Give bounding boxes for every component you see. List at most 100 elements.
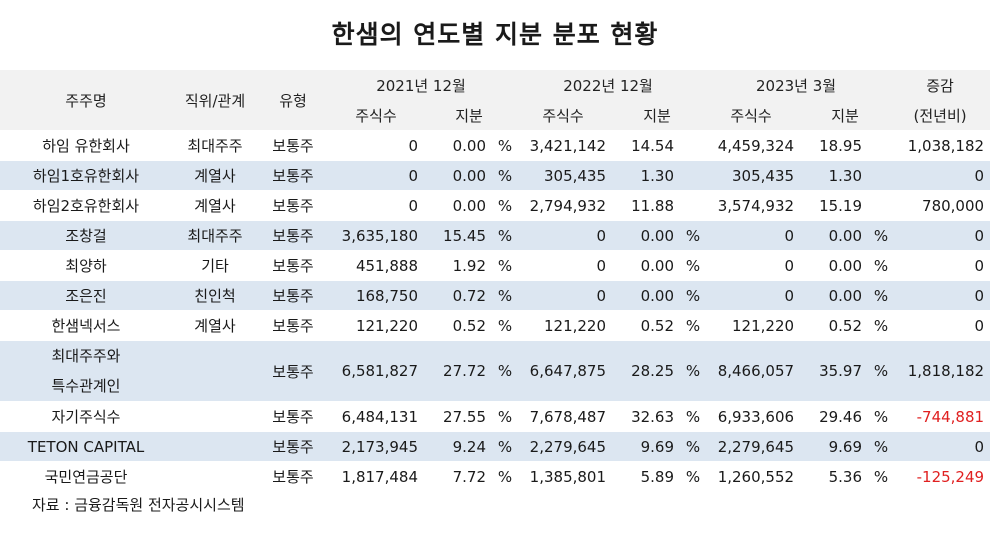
cell-change: 1,818,182 <box>890 340 990 402</box>
cell-shares-2022: 0 <box>514 250 613 281</box>
cell-shareholder: 최대주주와 특수관계인 <box>0 340 172 402</box>
cell-change: 0 <box>890 220 990 251</box>
cell-shares-2021: 0 <box>328 190 424 221</box>
cell-shares-2021: 0 <box>328 160 424 191</box>
cell-unit-2023: % <box>868 220 891 251</box>
cell-stake-2023: 0.00 <box>800 280 869 311</box>
cell-unit-2023: % <box>868 340 891 402</box>
cell-change: 0 <box>890 431 990 462</box>
header-year-2023: 2023년 3월 <box>702 70 891 100</box>
cell-type: 보통주 <box>258 130 328 161</box>
cell-relation: 계열사 <box>172 160 258 191</box>
table-row: 최양하 기타 보통주 451,888 1.92% 0 0.00% 0 0.00% 0 <box>0 250 990 281</box>
cell-stake-2022: 0.00 <box>612 250 681 281</box>
header-relation: 직위/관계 <box>172 70 258 131</box>
header-stake-2021: 지분 <box>424 100 515 131</box>
cell-unit-2021: % <box>492 340 515 402</box>
cell-shareholder: 자기주식수 <box>0 401 172 432</box>
cell-stake-2021: 0.72 <box>424 280 492 311</box>
table-row: 하임1호유한회사 계열사 보통주 0 0.00% 305,435 1.30 305,435 1.… <box>0 160 990 191</box>
cell-unit-2021: % <box>492 310 515 341</box>
header-shares-2023: 주식수 <box>702 100 801 131</box>
cell-stake-2022: 0.00 <box>612 220 681 251</box>
cell-shareholder: 하임 유한회사 <box>0 130 172 161</box>
cell-stake-2021: 0.00 <box>424 160 492 191</box>
cell-unit-2021: % <box>492 160 515 191</box>
cell-unit-2023: % <box>868 401 891 432</box>
cell-shares-2022: 0 <box>514 280 613 311</box>
cell-type: 보통주 <box>258 190 328 221</box>
cell-unit-2023 <box>868 160 891 191</box>
cell-stake-2022: 11.88 <box>612 190 681 221</box>
cell-stake-2021: 0.52 <box>424 310 492 341</box>
shareholding-table: 주주명 직위/관계 유형 2021년 12월 2022년 12월 2023년 3… <box>0 70 990 492</box>
table-row: 한샘넥서스 계열사 보통주 121,220 0.52% 121,220 0.52% 121,2… <box>0 310 990 341</box>
cell-shares-2023: 1,260,552 <box>702 461 801 492</box>
cell-shares-2021: 6,581,827 <box>328 340 424 402</box>
cell-relation <box>172 431 258 462</box>
cell-shares-2021: 2,173,945 <box>328 431 424 462</box>
cell-type: 보통주 <box>258 250 328 281</box>
cell-stake-2023: 1.30 <box>800 160 869 191</box>
cell-stake-2021: 27.72 <box>424 340 492 402</box>
cell-shares-2023: 8,466,057 <box>702 340 801 402</box>
cell-unit-2023: % <box>868 310 891 341</box>
cell-unit-2021: % <box>492 431 515 462</box>
shareholder-name-line1: 최대주주와 <box>51 347 121 365</box>
cell-shares-2021: 0 <box>328 130 424 161</box>
cell-stake-2023: 35.97 <box>800 340 869 402</box>
table-row: 최대주주와 특수관계인 보통주 6,581,827 27.72% 6,647,875 28.… <box>0 340 990 402</box>
cell-relation <box>172 340 258 402</box>
cell-type: 보통주 <box>258 401 328 432</box>
cell-shares-2022: 121,220 <box>514 310 613 341</box>
cell-shares-2021: 451,888 <box>328 250 424 281</box>
cell-unit-2021: % <box>492 280 515 311</box>
cell-unit-2023: % <box>868 461 891 492</box>
cell-unit-2022: % <box>680 310 703 341</box>
cell-stake-2022: 1.30 <box>612 160 681 191</box>
cell-shareholder: 조은진 <box>0 280 172 311</box>
cell-change: 1,038,182 <box>890 130 990 161</box>
cell-type: 보통주 <box>258 431 328 462</box>
cell-stake-2023: 0.52 <box>800 310 869 341</box>
cell-shares-2022: 305,435 <box>514 160 613 191</box>
cell-shares-2022: 2,794,932 <box>514 190 613 221</box>
cell-stake-2023: 29.46 <box>800 401 869 432</box>
cell-unit-2021: % <box>492 130 515 161</box>
cell-change: 0 <box>890 310 990 341</box>
cell-stake-2021: 1.92 <box>424 250 492 281</box>
cell-unit-2023 <box>868 130 891 161</box>
cell-unit-2022: % <box>680 401 703 432</box>
cell-shares-2023: 121,220 <box>702 310 801 341</box>
cell-shares-2022: 0 <box>514 220 613 251</box>
header-shares-2022: 주식수 <box>514 100 613 131</box>
cell-shareholder: TETON CAPITAL <box>0 431 172 462</box>
cell-stake-2023: 5.36 <box>800 461 869 492</box>
cell-shares-2021: 1,817,484 <box>328 461 424 492</box>
header-year-2022: 2022년 12월 <box>514 70 703 100</box>
cell-unit-2021: % <box>492 461 515 492</box>
cell-stake-2021: 7.72 <box>424 461 492 492</box>
cell-shares-2023: 0 <box>702 280 801 311</box>
cell-unit-2022: % <box>680 461 703 492</box>
cell-change: 0 <box>890 280 990 311</box>
cell-type: 보통주 <box>258 340 328 402</box>
header-stake-2023: 지분 <box>800 100 891 131</box>
cell-shareholder: 한샘넥서스 <box>0 310 172 341</box>
header-year-2021: 2021년 12월 <box>328 70 515 100</box>
cell-stake-2022: 9.69 <box>612 431 681 462</box>
cell-stake-2023: 18.95 <box>800 130 869 161</box>
cell-shares-2022: 1,385,801 <box>514 461 613 492</box>
cell-shares-2022: 7,678,487 <box>514 401 613 432</box>
cell-relation: 기타 <box>172 250 258 281</box>
cell-relation <box>172 401 258 432</box>
table-row: 하임2호유한회사 계열사 보통주 0 0.00% 2,794,932 11.88 3,574,… <box>0 190 990 221</box>
cell-unit-2022 <box>680 130 703 161</box>
cell-shares-2023: 0 <box>702 250 801 281</box>
cell-shareholder: 하임2호유한회사 <box>0 190 172 221</box>
cell-change: -125,249 <box>890 461 990 492</box>
cell-change: 0 <box>890 250 990 281</box>
cell-stake-2023: 0.00 <box>800 220 869 251</box>
cell-unit-2021: % <box>492 190 515 221</box>
cell-unit-2022: % <box>680 431 703 462</box>
